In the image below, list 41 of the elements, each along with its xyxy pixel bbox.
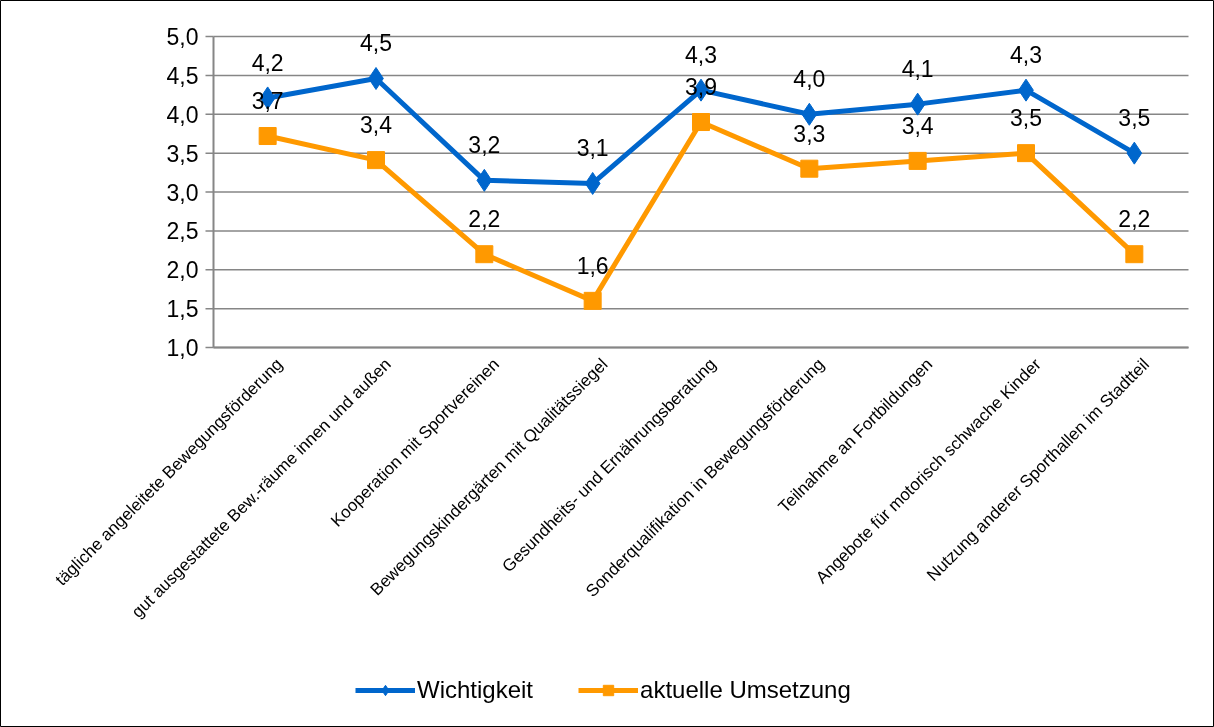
data-label: 4,1 [901, 56, 934, 83]
data-label: 3,2 [468, 132, 501, 159]
data-label: 4,2 [251, 49, 284, 76]
point [1126, 141, 1143, 165]
y-tick-label: 3,0 [166, 179, 199, 206]
legend-label: aktuelle Umsetzung [640, 676, 851, 704]
point [692, 113, 710, 132]
data-label: 3,5 [1010, 105, 1042, 132]
point [801, 102, 818, 126]
data-label: 2,2 [468, 206, 501, 233]
data-label: 1,6 [576, 252, 609, 279]
data-label: 3,3 [793, 120, 826, 147]
y-tick-label: 5,0 [166, 24, 199, 50]
data-label: 4,0 [793, 66, 826, 93]
point [367, 151, 385, 170]
data-label: 3,1 [576, 135, 609, 162]
y-tick-label: 4,5 [166, 62, 199, 89]
point [476, 168, 493, 192]
point [584, 171, 601, 195]
y-tick-label: 4,0 [166, 101, 199, 128]
data-label: 4,3 [1010, 42, 1042, 69]
data-label: 2,2 [1118, 206, 1151, 233]
point [475, 245, 494, 264]
data-label: 4,5 [360, 30, 392, 57]
point [583, 291, 602, 310]
y-tick-label: 3,5 [166, 140, 199, 167]
point [1017, 144, 1035, 163]
data-label: 3,5 [1118, 105, 1151, 132]
point [908, 151, 927, 170]
point [909, 92, 926, 116]
legend-label: Wichtigkeit [417, 676, 534, 704]
y-tick-label: 1,5 [166, 296, 199, 323]
point [258, 127, 277, 146]
y-tick-label: 1,0 [166, 335, 199, 361]
data-label: 4,3 [685, 42, 717, 69]
data-label: 3,4 [901, 112, 934, 139]
y-tick-label: 2,5 [166, 218, 199, 245]
y-tick-label: 2,0 [166, 257, 199, 284]
data-label: 3,4 [360, 112, 393, 139]
point [1125, 245, 1144, 264]
point [800, 159, 819, 178]
